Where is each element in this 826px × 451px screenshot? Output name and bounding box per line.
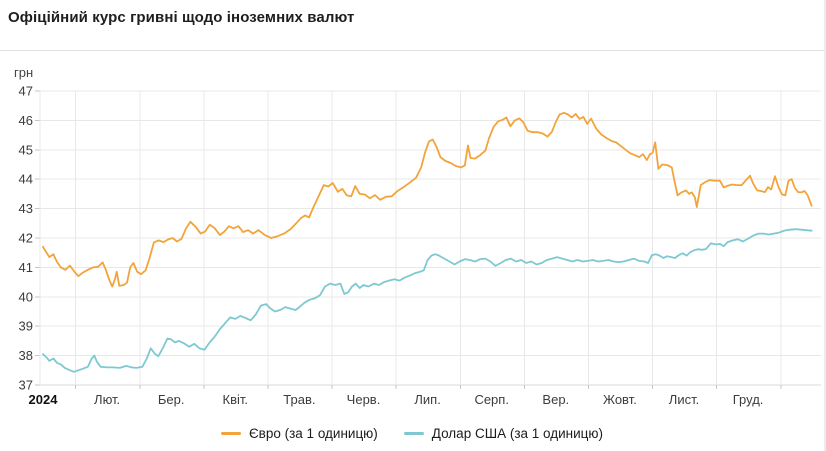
x-tick-label: Черв. — [347, 392, 381, 407]
legend-item-usd[interactable]: Долар США (за 1 одиницю) — [403, 425, 604, 441]
y-tick-label: 38 — [19, 348, 33, 363]
y-tick-label: 44 — [19, 172, 33, 187]
chart-legend: Євро (за 1 одиницю) Долар США (за 1 один… — [0, 422, 824, 444]
page-title: Офіційний курс гривні щодо іноземних вал… — [8, 9, 355, 26]
title-divider — [0, 50, 824, 51]
chart-area: грн 47 46 45 44 43 42 41 40 39 38 37 2024 Лют. Бер. Кві… — [0, 60, 826, 415]
y-tick-label: 46 — [19, 113, 33, 128]
x-tick-label: Квіт. — [223, 392, 249, 407]
x-tick-label: Бер. — [158, 392, 185, 407]
y-axis-unit-label: грн — [14, 65, 33, 80]
y-tick-label: 43 — [19, 201, 33, 216]
x-tick-label: Лип. — [414, 392, 440, 407]
legend-item-euro[interactable]: Євро (за 1 одиницю) — [220, 425, 378, 441]
y-tick-label: 40 — [19, 289, 33, 304]
y-tick-label: 42 — [19, 231, 33, 246]
y-tick-label: 41 — [19, 260, 33, 275]
euro-line-swatch — [220, 431, 241, 435]
x-tick-label: Вер. — [542, 392, 569, 407]
x-tick-label: Лют. — [94, 392, 120, 407]
x-tick-label: Серп. — [474, 392, 509, 407]
euro-line — [42, 111, 813, 288]
legend-label-usd: Долар США (за 1 одиницю) — [431, 425, 604, 441]
legend-label-euro: Євро (за 1 одиницю) — [248, 425, 378, 441]
y-tick-label: 39 — [19, 319, 33, 334]
usd-line-swatch — [403, 431, 424, 435]
usd-line — [42, 228, 813, 373]
y-tick-label: 45 — [19, 142, 33, 157]
x-tick-label: Лист. — [669, 392, 699, 407]
x-tick-label: Груд. — [733, 392, 764, 407]
x-tick-label: Жовт. — [603, 392, 637, 407]
y-tick-label: 37 — [19, 378, 33, 393]
x-tick-label-year: 2024 — [29, 392, 59, 407]
x-tick-label: Трав. — [283, 392, 315, 407]
y-tick-label: 47 — [19, 84, 33, 99]
